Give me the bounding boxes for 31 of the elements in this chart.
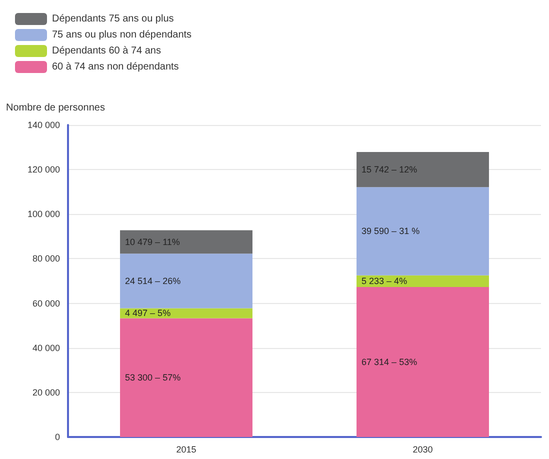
y-tick-label: 40 000 <box>32 342 60 353</box>
bar <box>120 318 252 437</box>
y-tick-label: 100 000 <box>27 209 60 220</box>
data-label: 39 590 – 31 % <box>362 226 420 236</box>
y-tick-label: 20 000 <box>32 387 60 398</box>
y-tick-label: 140 000 <box>27 120 60 130</box>
bar <box>356 187 489 276</box>
data-label: 4 497 – 5% <box>125 308 171 318</box>
y-tick-label: 120 000 <box>27 164 60 175</box>
data-label: 24 514 – 26% <box>125 276 181 286</box>
data-label: 67 314 – 53% <box>362 356 418 367</box>
x-tick-label: 2015 <box>176 444 196 454</box>
bar <box>356 286 489 437</box>
y-axis-title: Nombre de personnes <box>6 102 105 114</box>
legend-label: Dépendants 75 ans ou plus <box>52 14 174 24</box>
bar <box>120 230 252 254</box>
data-label: 10 479 – 11% <box>125 236 180 247</box>
data-label: 15 742 – 12% <box>362 164 418 175</box>
bar <box>120 254 252 308</box>
bar <box>356 152 489 188</box>
bar <box>356 275 489 287</box>
x-tick-label: 2030 <box>412 444 433 454</box>
y-tick-label: 80 000 <box>32 254 60 264</box>
legend-label: Dépendants 60 à 74 ans <box>52 46 161 56</box>
data-label: 5 233 – 4% <box>362 276 408 286</box>
legend-label: 75 ans ou plus non dépendants <box>52 30 192 40</box>
bar <box>120 308 252 318</box>
legend-label: 60 à 74 ans non dépendants <box>52 62 179 72</box>
y-tick-label: 0 <box>54 432 60 442</box>
y-tick-label: 60 000 <box>32 298 60 308</box>
data-label: 53 300 – 57% <box>125 372 181 383</box>
